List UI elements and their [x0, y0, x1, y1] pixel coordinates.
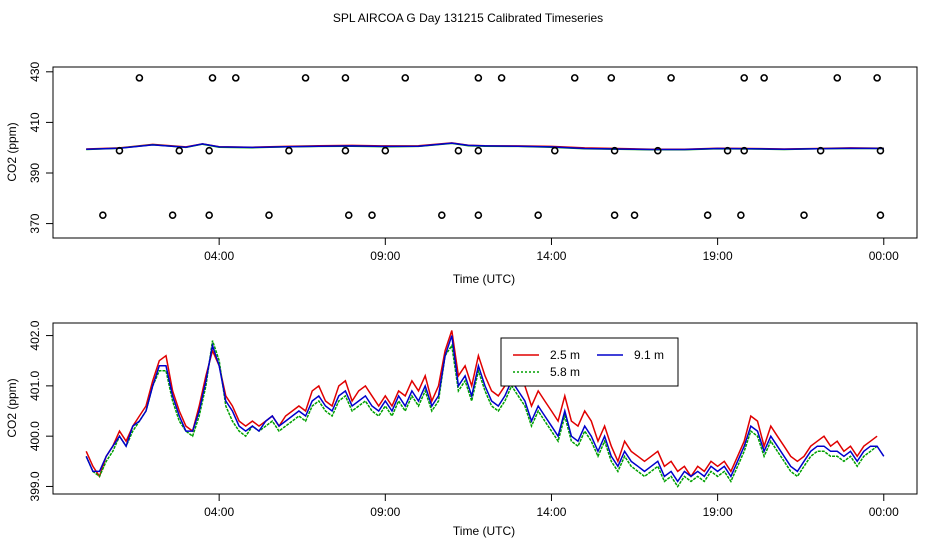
calibration-point-mid-9 [610, 146, 619, 155]
calibration-point-mid-10 [653, 146, 662, 155]
x-tick-label-top-14-00: 14:00 [536, 249, 566, 263]
top-marks [86, 74, 885, 220]
plot-frame-top [52, 66, 918, 239]
calibration-point-low-7 [474, 211, 483, 220]
calibration-point-low-12 [737, 211, 745, 220]
x-tick-label-bottom-19-00: 19:00 [703, 505, 733, 519]
calibration-point-mid-7 [474, 146, 483, 155]
x-axis-label-bottom: Time (UTC) [453, 524, 515, 538]
calibration-point-mid-6 [454, 146, 463, 155]
calibration-point-mid-12 [740, 146, 749, 155]
calibration-point-low-1 [168, 211, 177, 220]
figure-title: SPL AIRCOA G Day 131215 Calibrated Times… [333, 11, 603, 25]
legend-label-5-8m: 5.8 m [550, 365, 580, 379]
legend-label-2-5m: 2.5 m [550, 348, 580, 362]
calibration-point-low-4 [344, 211, 353, 220]
y-tick-label-top-410: 410 [28, 112, 42, 132]
panel-timeseries: 04:00 09:00 14:00 19:00 00:00 399.0 400.0 401.0… [5, 320, 918, 538]
x-tick-label-top-19-00: 19:00 [703, 249, 733, 263]
x-tick-label-top-09-00: 09:00 [370, 249, 400, 263]
series-line-top-9-1-m [86, 142, 884, 151]
calibration-point-mid-11 [723, 146, 732, 155]
y-tick-label-top-390: 390 [28, 163, 42, 183]
calibration-point-mid-2 [205, 146, 213, 155]
series-line-bottom-2-5-m [85, 330, 878, 479]
calibration-point-low-6 [437, 211, 446, 220]
calibration-point-high-2 [231, 74, 240, 82]
calibration-point-mid-13 [816, 146, 825, 155]
y-tick-label-bottom-400-0: 400.0 [28, 421, 42, 451]
x-tick-label-top-00-00: 00:00 [869, 249, 899, 263]
y-tick-label-top-430: 430 [28, 61, 42, 81]
y-tick-label-bottom-401-0: 401.0 [28, 371, 42, 401]
calibration-point-mid-5 [381, 146, 390, 155]
x-tick-label-bottom-00-00: 00:00 [869, 505, 899, 519]
calibration-point-low-8 [534, 211, 542, 220]
calibration-point-high-10 [667, 74, 675, 82]
calibration-point-high-1 [208, 74, 217, 82]
calibration-point-low-14 [876, 211, 885, 220]
calibration-point-mid-4 [341, 146, 350, 155]
x-axis-label-top: Time (UTC) [453, 272, 515, 286]
x-tick-label-top-04-00: 04:00 [204, 249, 234, 263]
calibration-point-low-5 [368, 211, 376, 220]
calibration-point-low-9 [610, 211, 619, 220]
calibration-point-mid-3 [285, 146, 293, 155]
calibration-point-mid-0 [115, 146, 124, 155]
calibration-point-low-13 [800, 211, 808, 220]
calibration-point-low-10 [630, 211, 639, 220]
panel-calibration: 04:00 09:00 14:00 19:00 00:00 370 390 410 430 Ti… [5, 61, 918, 286]
legend: 2.5 m 9.1 m 5.8 m [500, 337, 679, 387]
calibration-point-low-0 [99, 211, 107, 220]
bottom-axes: 04:00 09:00 14:00 19:00 00:00 399.0 400.0 401.0… [28, 320, 899, 519]
calibration-point-high-4 [341, 74, 350, 82]
calibration-point-high-7 [497, 74, 506, 82]
calibration-point-high-5 [401, 74, 410, 82]
y-tick-label-bottom-402-0: 402.0 [28, 320, 42, 350]
x-tick-label-bottom-14-00: 14:00 [536, 505, 566, 519]
y-axis-label-bottom: CO2 (ppm) [5, 378, 19, 437]
calibration-point-high-13 [833, 74, 842, 82]
calibration-point-mid-1 [175, 146, 184, 155]
legend-box [500, 337, 679, 387]
calibration-point-mid-8 [550, 146, 559, 155]
top-axes: 04:00 09:00 14:00 19:00 00:00 370 390 410 430 [28, 61, 899, 263]
calibration-point-low-3 [265, 211, 273, 220]
calibration-point-high-0 [135, 74, 144, 82]
calibration-point-mid-14 [876, 146, 885, 155]
calibration-point-low-11 [703, 211, 712, 220]
calibration-point-high-11 [740, 74, 749, 82]
y-tick-label-bottom-399-0: 399.0 [28, 471, 42, 501]
calibration-point-high-12 [760, 74, 768, 82]
series-line-bottom-9-1-m [85, 335, 885, 483]
y-tick-label-top-370: 370 [28, 213, 42, 233]
x-tick-label-bottom-09-00: 09:00 [370, 505, 400, 519]
calibration-point-high-9 [607, 74, 616, 82]
calibration-point-low-2 [205, 211, 213, 220]
plot-frame-bottom [52, 322, 918, 495]
bottom-marks [85, 330, 885, 488]
y-axis-label-top: CO2 (ppm) [5, 122, 19, 181]
x-tick-label-bottom-04-00: 04:00 [204, 505, 234, 519]
calibration-point-high-14 [873, 74, 881, 82]
calibration-point-high-8 [570, 74, 579, 82]
legend-label-9-1m: 9.1 m [634, 348, 664, 362]
calibration-point-high-3 [301, 74, 310, 82]
calibration-point-high-6 [474, 74, 483, 82]
series-line-bottom-5-8-m [85, 340, 878, 488]
